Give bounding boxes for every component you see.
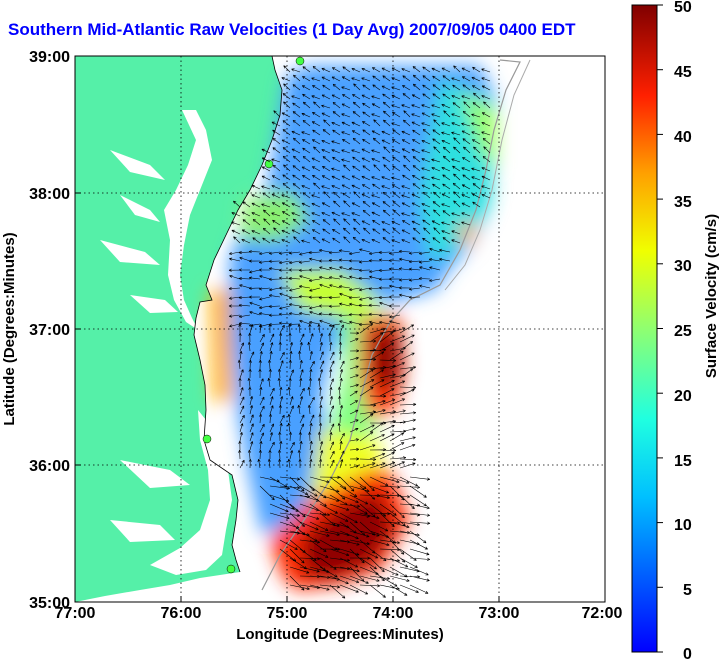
velocity-arrows (228, 65, 491, 599)
chesapeake-bay (164, 110, 212, 330)
colorbar-tick-label: 30 (674, 258, 692, 275)
radar-site-marker (295, 56, 305, 66)
velocity-arrow-set (228, 65, 491, 599)
colorbar (631, 4, 658, 653)
radar-site-marker (264, 159, 274, 169)
x-tick-label: 75:00 (267, 605, 308, 622)
y-axis-label: Latitude (Degrees:Minutes) (1, 232, 18, 425)
colorbar-tick-label: 35 (674, 194, 692, 211)
colorbar-tick-label: 50 (674, 0, 692, 16)
y-tick-label: 37:00 (29, 322, 70, 339)
x-tick-label: 72:00 (582, 605, 623, 622)
map-title: Southern Mid-Atlantic Raw Velocities (1 … (8, 20, 576, 39)
colorbar-tick-label: 45 (674, 64, 692, 81)
radar-site-marker (202, 434, 212, 444)
pamlico-sound (150, 410, 232, 575)
y-tick-label: 38:00 (29, 186, 70, 203)
x-tick-label: 73:00 (479, 605, 520, 622)
colorbar-tick-label: 15 (674, 453, 692, 470)
grid (75, 56, 605, 602)
colorbar-tick-label: 5 (683, 582, 692, 599)
colorbar-tick-label: 40 (674, 129, 692, 146)
colorbar-tick-label: 25 (674, 323, 692, 340)
colorbar-label: Surface Velocity (cm/s) (703, 214, 720, 378)
colorbar-tick-label: 20 (674, 388, 692, 405)
radar-site-marker (226, 564, 236, 574)
colorbar-tick-label: 0 (683, 646, 692, 659)
x-tick-label: 76:00 (161, 605, 202, 622)
y-tick-label: 39:00 (29, 49, 70, 66)
x-tick-label: 74:00 (373, 605, 414, 622)
colorbar-tick-label: 10 (674, 517, 692, 534)
x-axis-label: Longitude (Degrees:Minutes) (236, 626, 444, 643)
y-tick-label: 36:00 (29, 458, 70, 475)
y-tick-label: 35:00 (29, 595, 70, 612)
x-tick-label: 77:00 (55, 605, 96, 622)
